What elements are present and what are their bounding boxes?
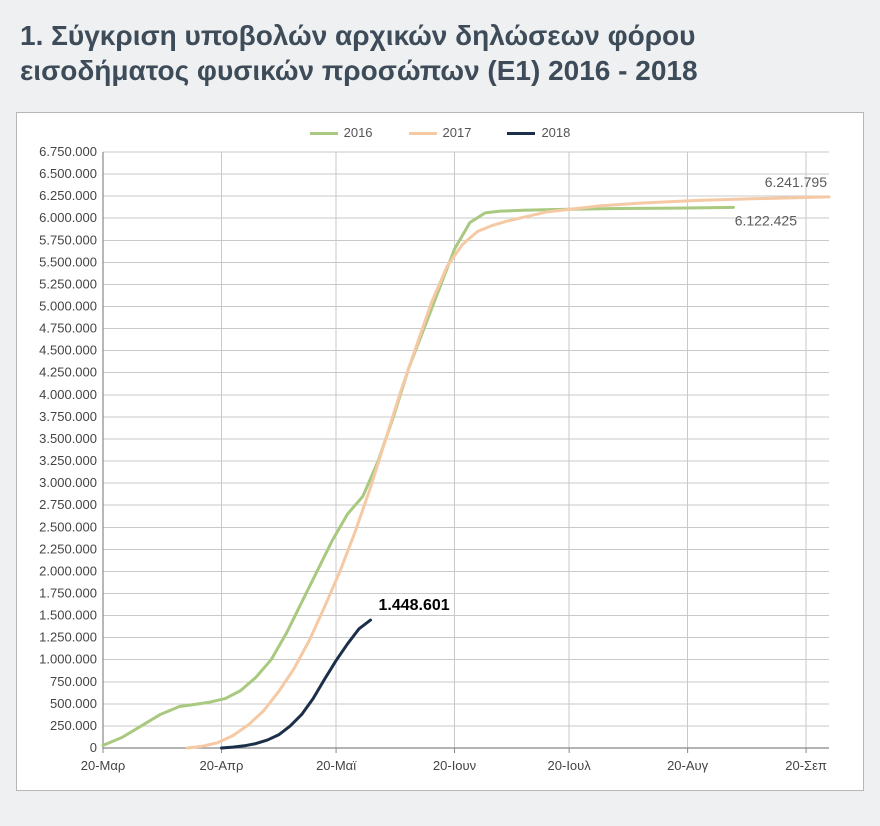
y-axis: 0 250.000 500.000 750.000 1.000.000 1.250.000… <box>39 144 97 755</box>
y-tick-label: 500.000 <box>50 696 97 711</box>
y-tick-label: 3.250.000 <box>39 453 97 468</box>
x-tick-label: 20-Μαρ <box>81 758 126 773</box>
line-chart: 0 250.000 500.000 750.000 1.000.000 1.250.000… <box>25 142 845 782</box>
legend-label: 2018 <box>541 125 570 140</box>
x-tick-label: 20-Ιουν <box>433 758 476 773</box>
legend-swatch <box>507 132 535 135</box>
series-end-label-2018: 1.448.601 <box>378 597 449 614</box>
legend-swatch <box>409 132 437 135</box>
y-tick-label: 3.500.000 <box>39 431 97 446</box>
y-tick-label: 5.750.000 <box>39 232 97 247</box>
y-tick-label: 3.000.000 <box>39 475 97 490</box>
legend-item-2018: 2018 <box>507 125 570 140</box>
y-tick-label: 5.250.000 <box>39 276 97 291</box>
x-axis: 20-Μαρ 20-Απρ 20-Μαϊ 20-Ιουν 20-Ιουλ 20-Αυγ 20… <box>81 748 827 773</box>
series-2017 <box>187 197 829 748</box>
x-tick-label: 20-Μαϊ <box>316 758 357 773</box>
y-tick-label: 1.500.000 <box>39 608 97 623</box>
series-end-label-2016: 6.122.425 <box>735 212 797 228</box>
chart-legend: 2016 2017 2018 <box>25 121 855 142</box>
y-tick-label: 250.000 <box>50 718 97 733</box>
y-tick-label: 4.750.000 <box>39 321 97 336</box>
y-tick-label: 2.000.000 <box>39 563 97 578</box>
y-tick-label: 2.500.000 <box>39 519 97 534</box>
y-tick-label: 6.250.000 <box>39 188 97 203</box>
legend-label: 2017 <box>443 125 472 140</box>
y-tick-label: 1.000.000 <box>39 652 97 667</box>
legend-swatch <box>310 132 338 135</box>
y-tick-label: 3.750.000 <box>39 409 97 424</box>
y-tick-label: 6.500.000 <box>39 166 97 181</box>
y-tick-label: 4.500.000 <box>39 343 97 358</box>
series-2016 <box>103 207 733 745</box>
page-title: 1. Σύγκριση υποβολών αρχικών δηλώσεων φό… <box>20 18 860 88</box>
legend-item-2017: 2017 <box>409 125 472 140</box>
x-tick-label: 20-Σεπ <box>785 758 827 773</box>
y-tick-label: 2.250.000 <box>39 541 97 556</box>
y-tick-label: 0 <box>90 740 97 755</box>
legend-item-2016: 2016 <box>310 125 373 140</box>
y-tick-label: 6.000.000 <box>39 210 97 225</box>
y-tick-label: 5.500.000 <box>39 254 97 269</box>
y-tick-label: 4.000.000 <box>39 387 97 402</box>
y-tick-label: 750.000 <box>50 674 97 689</box>
chart-container: 2016 2017 2018 0 250.000 500.000 750.000 1.000… <box>16 112 864 791</box>
x-tick-label: 20-Απρ <box>200 758 244 773</box>
y-tick-label: 6.750.000 <box>39 144 97 159</box>
y-tick-label: 1.250.000 <box>39 630 97 645</box>
y-tick-label: 4.250.000 <box>39 365 97 380</box>
x-tick-label: 20-Αυγ <box>667 758 709 773</box>
x-tick-label: 20-Ιουλ <box>548 758 592 773</box>
y-tick-label: 5.000.000 <box>39 299 97 314</box>
y-tick-label: 2.750.000 <box>39 497 97 512</box>
y-tick-label: 1.750.000 <box>39 585 97 600</box>
series-end-label-2017: 6.241.795 <box>765 174 827 190</box>
legend-label: 2016 <box>344 125 373 140</box>
